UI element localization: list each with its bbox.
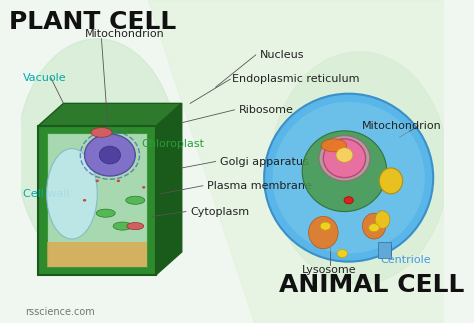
Text: ANIMAL CELL: ANIMAL CELL [279, 273, 465, 297]
Ellipse shape [126, 196, 145, 204]
Ellipse shape [320, 222, 331, 230]
Text: Plasma membrane: Plasma membrane [207, 181, 312, 191]
Ellipse shape [319, 136, 370, 181]
Polygon shape [148, 0, 444, 323]
Text: Centriole: Centriole [381, 255, 431, 265]
Ellipse shape [375, 211, 390, 229]
Ellipse shape [323, 139, 365, 178]
Ellipse shape [302, 131, 387, 212]
Ellipse shape [113, 222, 132, 230]
Ellipse shape [142, 186, 146, 189]
Ellipse shape [264, 94, 433, 262]
Ellipse shape [337, 249, 347, 258]
Text: Nucleus: Nucleus [260, 50, 304, 60]
Polygon shape [38, 103, 182, 126]
Ellipse shape [117, 180, 120, 182]
Ellipse shape [271, 52, 448, 284]
Ellipse shape [309, 216, 338, 249]
Ellipse shape [127, 223, 144, 230]
Text: Mitochondrion: Mitochondrion [84, 29, 164, 39]
Text: Lysosome: Lysosome [302, 265, 357, 275]
Ellipse shape [84, 134, 135, 176]
Bar [47, 133, 147, 267]
Bar [47, 242, 147, 267]
Ellipse shape [91, 128, 112, 137]
Text: Chloroplast: Chloroplast [142, 139, 205, 149]
Ellipse shape [321, 139, 346, 152]
Ellipse shape [83, 199, 86, 202]
Bar [378, 242, 391, 258]
Text: Golgi apparatus: Golgi apparatus [220, 157, 309, 166]
Ellipse shape [363, 213, 386, 239]
Ellipse shape [369, 224, 379, 232]
Ellipse shape [17, 39, 178, 271]
Text: rsscience.com: rsscience.com [26, 307, 95, 317]
Text: Endoplasmic reticulum: Endoplasmic reticulum [232, 74, 360, 84]
Text: Ribosome: Ribosome [239, 105, 294, 115]
Ellipse shape [96, 180, 99, 182]
Ellipse shape [46, 149, 97, 239]
Ellipse shape [96, 209, 115, 217]
Text: Cell wall: Cell wall [23, 189, 70, 199]
Ellipse shape [336, 148, 353, 162]
Bar [38, 126, 156, 275]
Ellipse shape [273, 102, 425, 254]
Text: Mitochondrion: Mitochondrion [362, 121, 442, 131]
Text: PLANT CELL: PLANT CELL [9, 10, 177, 34]
Ellipse shape [100, 146, 120, 164]
Ellipse shape [379, 168, 402, 194]
Polygon shape [156, 103, 182, 275]
Text: Vacuole: Vacuole [23, 73, 67, 82]
Ellipse shape [344, 197, 353, 204]
Text: Cytoplasm: Cytoplasm [190, 207, 249, 216]
